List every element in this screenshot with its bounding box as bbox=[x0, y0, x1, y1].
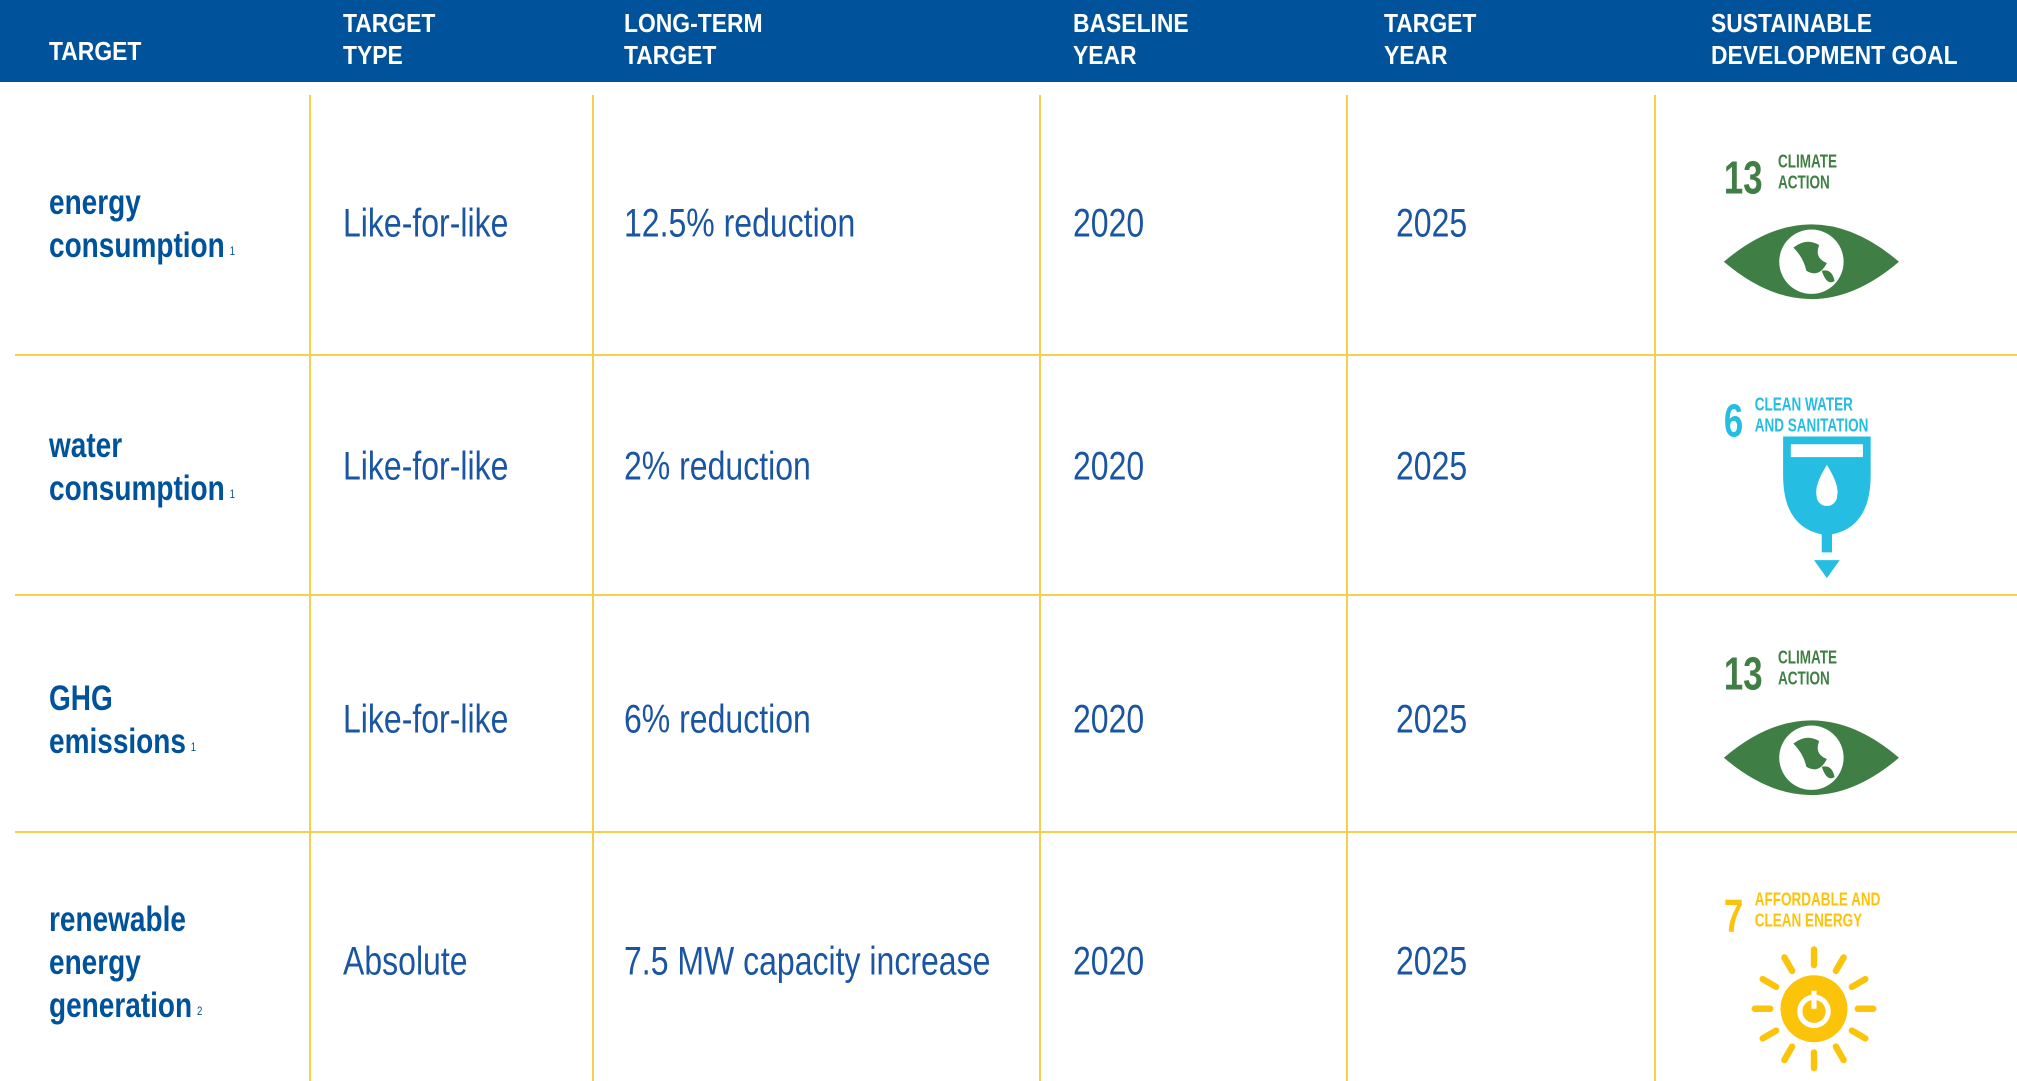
target-name: energy bbox=[49, 181, 141, 224]
header-label: YEAR bbox=[1384, 40, 1448, 70]
target-name: emissions 1 bbox=[49, 720, 196, 769]
sdg-label: AFFORDABLE AND bbox=[1755, 891, 1881, 910]
target-name: generation 2 bbox=[49, 984, 202, 1033]
header-label: TARGET bbox=[49, 36, 142, 66]
footnote-marker: 1 bbox=[229, 244, 235, 258]
target-type: Like-for-like bbox=[343, 697, 509, 742]
target-type: Absolute bbox=[343, 939, 468, 984]
header-label: DEVELOPMENT GOAL bbox=[1711, 40, 1958, 70]
target-type: Like-for-like bbox=[343, 444, 509, 489]
sdg-label: CLIMATE bbox=[1778, 153, 1837, 172]
header-label: BASELINE bbox=[1073, 8, 1189, 38]
column-divider bbox=[1654, 95, 1656, 1081]
sdg-label: CLEAN ENERGY bbox=[1755, 912, 1863, 931]
target-text: GHG bbox=[49, 679, 113, 718]
target-year: 2025 bbox=[1396, 939, 1468, 984]
target-name: GHG bbox=[49, 677, 113, 720]
target-year: 2025 bbox=[1396, 201, 1468, 246]
row-divider bbox=[15, 831, 2017, 833]
sdg-label: CLIMATE bbox=[1778, 649, 1837, 668]
footnote-marker: 1 bbox=[229, 487, 235, 501]
long-term-target: 12.5% reduction bbox=[624, 201, 856, 246]
sdg-label: ACTION bbox=[1778, 174, 1830, 193]
column-divider bbox=[592, 95, 594, 1081]
target-text: emissions bbox=[49, 722, 186, 761]
target-name: energy bbox=[49, 941, 141, 984]
header-label: SUSTAINABLE bbox=[1711, 8, 1873, 38]
sdg-number: 6 bbox=[1724, 395, 1743, 447]
target-name: renewable bbox=[49, 898, 186, 941]
target-name: consumption 1 bbox=[49, 224, 235, 273]
sdg-icon: 13 CLIMATE ACTION bbox=[1723, 152, 1899, 300]
baseline-year: 2020 bbox=[1073, 697, 1145, 742]
column-divider bbox=[1346, 95, 1348, 1081]
sdg-icon: 7 AFFORDABLE AND CLEAN ENERGY bbox=[1724, 890, 1881, 1072]
target-name: water bbox=[49, 424, 122, 467]
header-label: TYPE bbox=[343, 40, 403, 70]
target-text: consumption bbox=[49, 226, 225, 265]
sdg-number: 7 bbox=[1724, 890, 1743, 942]
long-term-target: 7.5 MW capacity increase bbox=[624, 939, 991, 984]
target-text: water bbox=[49, 426, 123, 465]
target-text: renewable bbox=[49, 899, 186, 939]
long-term-target: 6% reduction bbox=[624, 697, 811, 742]
header-label: TARGET bbox=[1384, 8, 1477, 38]
header-label: YEAR bbox=[1073, 40, 1137, 70]
header-label: TARGET bbox=[624, 40, 717, 70]
table-header: TARGET TARGET TYPE LONG-TERM TARGET BASELINE Y… bbox=[0, 0, 2017, 82]
header-label: TARGET bbox=[343, 8, 436, 38]
target-type: Like-for-like bbox=[343, 201, 509, 246]
header-label: LONG-TERM bbox=[624, 8, 763, 38]
sdg-label: CLEAN WATER bbox=[1755, 396, 1853, 415]
baseline-year: 2020 bbox=[1073, 201, 1145, 246]
sdg-number: 13 bbox=[1724, 648, 1763, 700]
footnote-marker: 2 bbox=[196, 1003, 203, 1018]
target-name: consumption 1 bbox=[49, 467, 235, 516]
baseline-year: 2020 bbox=[1073, 939, 1145, 984]
target-text: generation bbox=[49, 985, 193, 1025]
target-year: 2025 bbox=[1396, 444, 1468, 489]
target-text: consumption bbox=[49, 469, 225, 508]
sdg-icon: 6 CLEAN WATER AND SANITATION bbox=[1724, 395, 1871, 579]
row-divider bbox=[15, 354, 2017, 356]
sdg-label: AND SANITATION bbox=[1755, 417, 1869, 436]
column-divider bbox=[1039, 95, 1041, 1081]
long-term-target: 2% reduction bbox=[624, 444, 811, 489]
sdg-label: ACTION bbox=[1778, 670, 1830, 689]
target-year: 2025 bbox=[1396, 697, 1468, 742]
sdg-number: 13 bbox=[1724, 152, 1763, 204]
column-divider bbox=[309, 95, 311, 1081]
baseline-year: 2020 bbox=[1073, 444, 1145, 489]
sdg-icon: 13 CLIMATE ACTION bbox=[1723, 648, 1899, 796]
row-divider bbox=[15, 594, 2017, 596]
target-text: energy bbox=[49, 942, 141, 982]
target-text: energy bbox=[49, 183, 141, 222]
footnote-marker: 1 bbox=[190, 740, 197, 754]
